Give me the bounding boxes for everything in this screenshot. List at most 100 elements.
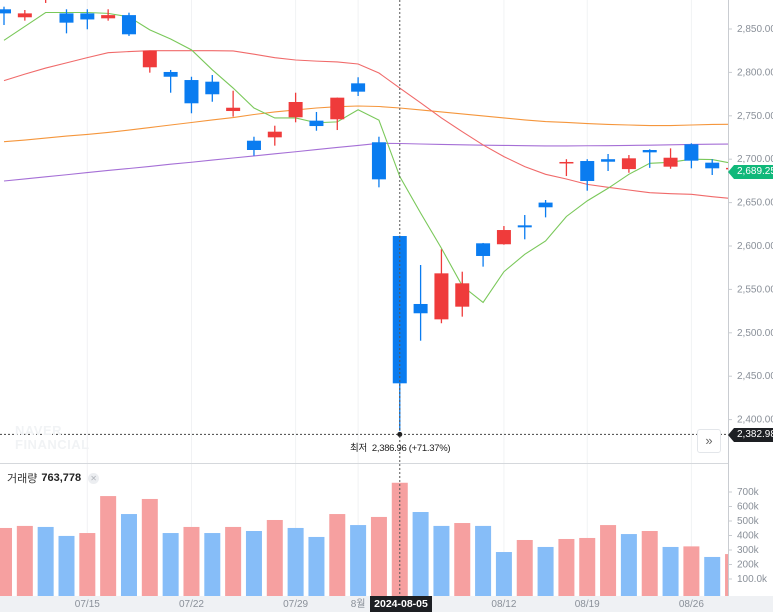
candle-body — [726, 167, 728, 170]
volume-bar — [287, 527, 304, 596]
candle-body — [517, 225, 532, 228]
volume-bar — [620, 534, 637, 596]
volume-legend: 거래량 763,778 ✕ — [7, 470, 100, 486]
x-tick-label: 08/12 — [491, 599, 516, 610]
volume-bar — [662, 546, 679, 596]
volume-bar — [120, 514, 137, 596]
x-tick-label: 08/26 — [679, 599, 704, 610]
candle-body — [101, 15, 116, 19]
volume-bar — [391, 482, 408, 596]
x-tick-label: 8월 — [351, 598, 366, 610]
moving-average-line — [3, 142, 728, 182]
moving-average-line — [3, 105, 728, 143]
crosshair — [0, 0, 728, 596]
volume-bar — [16, 525, 33, 596]
volume-bar — [266, 519, 283, 596]
volume-tick-label: 400k — [737, 531, 760, 542]
volume-bar — [516, 539, 533, 596]
candle-body — [246, 140, 261, 150]
low-label: 최저 — [350, 443, 367, 454]
crosshair-date-tag: 2024-08-05 — [370, 596, 432, 612]
low-value: 2,386.96 (+71.37%) — [371, 443, 451, 454]
volume-tick-label: 700k — [737, 487, 760, 498]
volume-bar — [558, 538, 575, 596]
candle-body — [455, 283, 470, 307]
volume-bar — [475, 525, 492, 596]
candle-body — [434, 273, 449, 320]
volume-bar — [600, 525, 617, 596]
volume-legend-value: 763,778 — [41, 472, 82, 484]
volume-tick-label: 600k — [737, 502, 760, 513]
scroll-to-latest-button[interactable]: » — [697, 429, 721, 453]
y-tick-label: 2,550.00 — [737, 284, 773, 295]
volume-bar — [725, 554, 728, 596]
candle-body — [59, 13, 74, 23]
y-tick-label: 2,600.00 — [737, 241, 773, 252]
volume-bar — [204, 533, 221, 596]
volume-bar — [100, 496, 117, 596]
volume-tick-label: 500k — [737, 516, 760, 527]
moving-average-line — [3, 11, 728, 304]
moving-average-lines — [3, 11, 728, 304]
volume-tick-label: 200k — [737, 560, 760, 571]
candles — [0, 0, 728, 431]
candle-body — [351, 83, 366, 92]
volume-bar — [225, 526, 242, 596]
candle-body — [580, 161, 595, 181]
volume-bar — [350, 525, 367, 596]
volume-bar — [537, 546, 554, 596]
volume-bar — [370, 516, 387, 596]
volume-bar — [183, 526, 200, 596]
candle-body — [413, 303, 428, 314]
volume-bar — [433, 525, 450, 596]
volume-bar — [454, 523, 471, 596]
volume-bar — [683, 546, 700, 596]
candle-body — [559, 161, 574, 164]
naver-financial-watermark: NAVER FINANCIAL — [15, 424, 90, 452]
x-tick-label: 08/19 — [575, 599, 600, 610]
candle-body — [142, 50, 157, 68]
volume-bar — [641, 531, 658, 596]
candle-body — [705, 162, 720, 169]
y-tick-label: 2,500.00 — [737, 328, 773, 339]
low-price-annotation: 최저 2,386.96 (+71.37%) — [350, 440, 451, 454]
volume-bar — [58, 535, 75, 596]
volume-bars — [0, 482, 728, 596]
y-tick-label: 2,650.00 — [737, 198, 773, 209]
volume-bar — [495, 552, 512, 596]
x-tick-label: 07/29 — [283, 599, 308, 610]
volume-bar — [704, 556, 721, 596]
volume-bar — [329, 514, 346, 596]
candle-body — [121, 15, 136, 35]
candle-body — [80, 13, 95, 20]
volume-tick-label: 300k — [737, 545, 760, 556]
volume-bar — [141, 498, 158, 596]
x-tick-label: 07/22 — [179, 599, 204, 610]
candle-body — [621, 158, 636, 170]
crosshair-point — [397, 431, 403, 437]
candle-body — [205, 81, 220, 95]
volume-bar — [0, 527, 12, 596]
crosshair-price-tag: 2,382.98 — [728, 428, 773, 442]
current-price-tag: 2,689.25 — [728, 165, 773, 179]
candle-body — [476, 243, 491, 256]
candle-body — [309, 120, 324, 127]
volume-bar — [245, 531, 262, 596]
x-tick-label: 07/15 — [75, 599, 100, 610]
close-icon[interactable]: ✕ — [88, 472, 100, 484]
volume-tick-label: 100.0k — [737, 574, 768, 585]
candle-body — [267, 131, 282, 138]
watermark-line1: NAVER — [15, 423, 63, 438]
candle-body — [288, 101, 303, 118]
candle-body — [663, 157, 678, 167]
y-tick-label: 2,750.00 — [737, 111, 773, 122]
y-tick-label: 2,800.00 — [737, 67, 773, 78]
candle-body — [17, 13, 32, 18]
double-chevron-right-icon: » — [705, 433, 713, 448]
volume-bar — [308, 536, 325, 596]
candle-body — [371, 142, 386, 180]
candle-body — [538, 202, 553, 208]
candle-body — [163, 71, 178, 77]
